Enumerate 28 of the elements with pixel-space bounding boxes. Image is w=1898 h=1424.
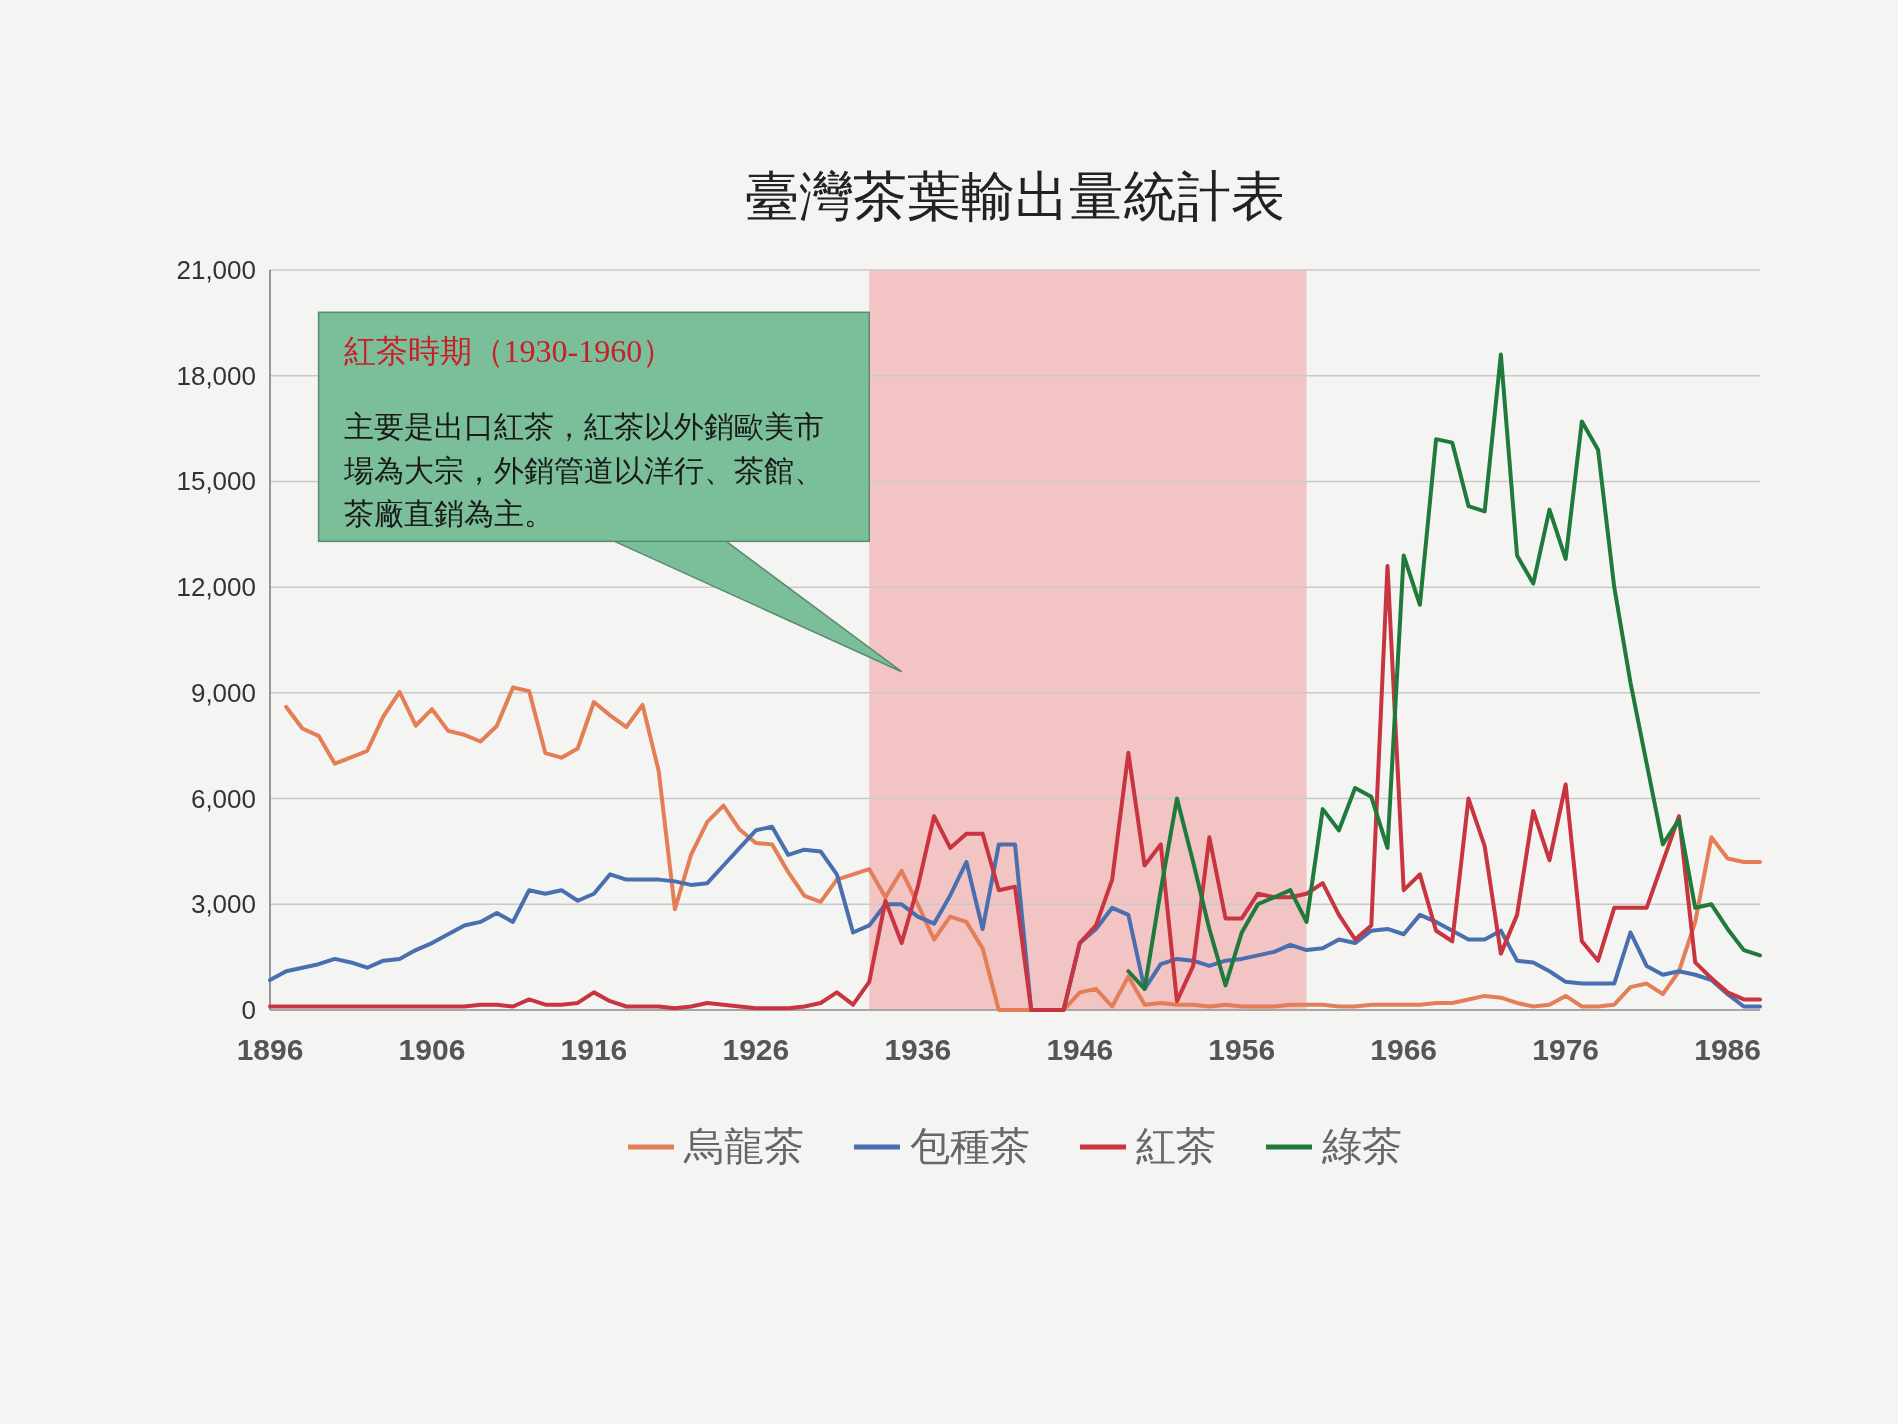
y-tick-label: 12,000 [176,572,256,603]
line-series [268,564,1762,1012]
legend-label: 烏龍茶 [683,1124,804,1168]
legend-label: 綠茶 [1321,1124,1402,1168]
y-tick-label: 18,000 [176,360,256,391]
x-tick-label: 1916 [560,1033,628,1066]
x-tick-label: 1956 [1208,1033,1276,1066]
x-tick-label: 1966 [1370,1033,1438,1066]
x-tick-label: 1936 [884,1033,952,1066]
y-tick-label: 0 [241,995,256,1025]
line-series [1126,352,1762,991]
legend-label: 紅茶 [1136,1124,1216,1168]
x-tick-label: 1946 [1046,1033,1114,1066]
x-tick-label: 1906 [398,1033,466,1066]
x-tick-label: 1926 [722,1033,790,1066]
y-tick-label: 6,000 [190,783,256,814]
y-tick-label: 21,000 [176,255,256,285]
y-tick-label: 3,000 [190,889,256,920]
x-tick-label: 1986 [1694,1033,1761,1066]
y-tick-label: 9,000 [190,677,256,708]
y-tick-label: 15,000 [176,466,256,497]
x-tick-label: 1896 [236,1033,304,1066]
legend-label: 包種茶 [910,1124,1030,1168]
annotation: 主要是出口紅茶，紅茶以外銷歐美市場為大宗，外銷管道以洋行、茶館、茶廠直銷為主。 [342,410,824,531]
line-series [284,685,1762,1012]
chart-title: 臺灣茶葉輸出量統計表 [745,166,1285,226]
x-tick-label: 1976 [1532,1033,1600,1066]
annotation: 紅茶時期（1930-1960） [343,333,675,370]
